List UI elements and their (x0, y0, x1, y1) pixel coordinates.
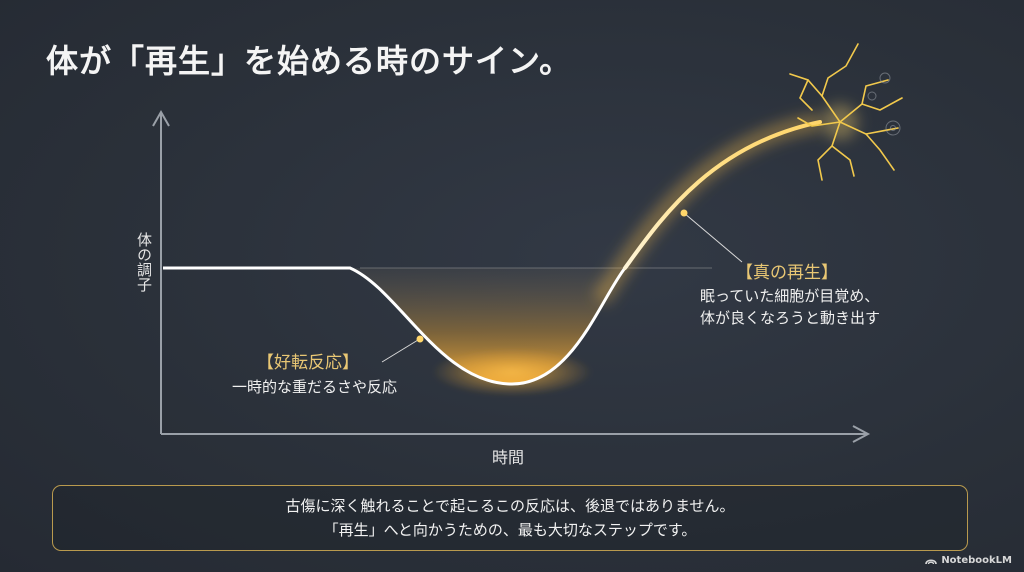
cell-circles (867, 72, 901, 136)
callout-regeneration-text: 眠っていた細胞が目覚め、 体が良くなろうと動き出す (700, 285, 880, 329)
brand-name: NotebookLM (941, 555, 1012, 566)
callout-leader-improvement (381, 335, 424, 363)
callout-leader-regeneration (680, 209, 743, 263)
burst-cracks (789, 43, 903, 181)
condition-curve (163, 266, 627, 386)
x-axis (161, 425, 871, 443)
brand-watermark: NotebookLM (925, 555, 1012, 566)
callout-regeneration-line-1: 眠っていた細胞が目覚め、 (700, 287, 880, 305)
y-axis (152, 109, 170, 434)
rise-curve (623, 120, 822, 270)
callout-regeneration-title: 【真の再生】 (736, 263, 838, 283)
callout-regeneration-line-2: 体が良くなろうと動き出す (700, 309, 881, 327)
callout-improvement-title: 【好転反応】 (257, 353, 359, 373)
message-box: 古傷に深く触れることで起こるこの反応は、後退ではありません。 「再生」へと向かう… (52, 485, 968, 551)
dip-glow (432, 348, 592, 396)
y-axis-label: 体の調子 (135, 232, 153, 292)
callout-improvement-text: 一時的な重だるさや反応 (232, 378, 398, 396)
message-line-1: 古傷に深く触れることで起こるこの反応は、後退ではありません。 (285, 497, 735, 515)
x-axis-label: 時間 (492, 448, 525, 467)
message-line-2: 「再生」へと向かうための、最も大切なステップです。 (323, 521, 697, 539)
notebooklm-logo-icon (925, 559, 938, 565)
slide-title: 体が「再生」を始める時のサイン。 (46, 42, 573, 80)
